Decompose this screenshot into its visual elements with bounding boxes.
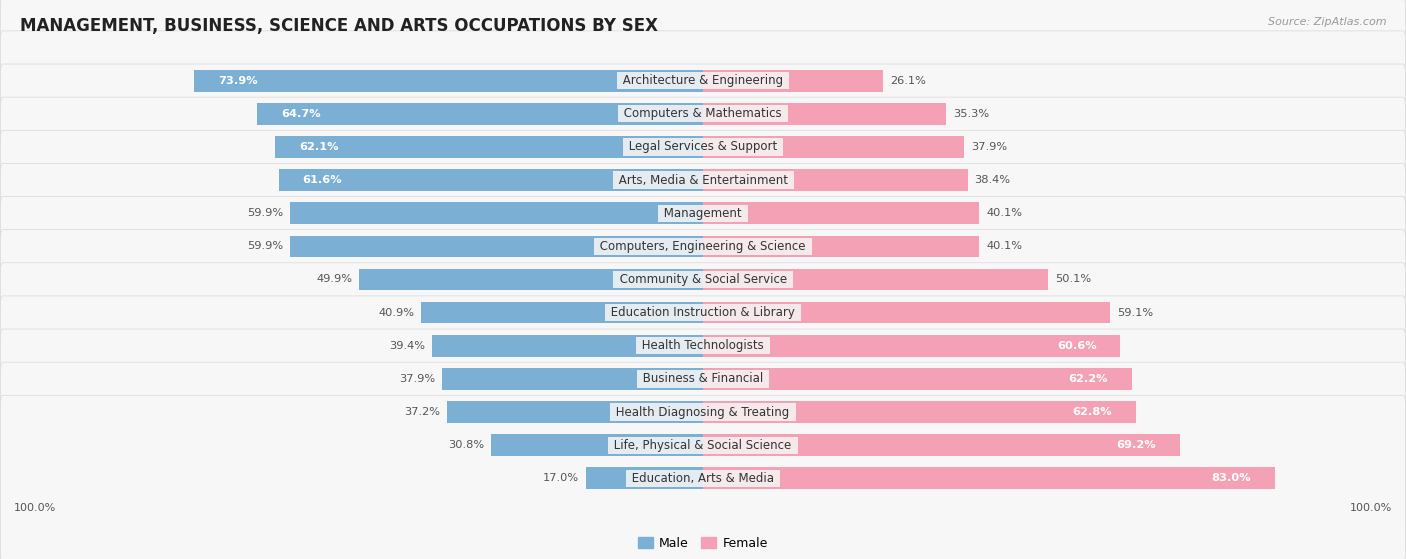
Text: 73.9%: 73.9% — [218, 75, 257, 86]
Text: 100.0%: 100.0% — [14, 503, 56, 513]
Text: 30.8%: 30.8% — [447, 440, 484, 450]
Text: 69.2%: 69.2% — [1116, 440, 1156, 450]
Bar — [422, 302, 703, 324]
FancyBboxPatch shape — [0, 230, 1406, 396]
Bar — [447, 401, 703, 423]
Text: Education Instruction & Library: Education Instruction & Library — [607, 306, 799, 319]
Text: Arts, Media & Entertainment: Arts, Media & Entertainment — [614, 174, 792, 187]
Bar — [441, 368, 703, 390]
Text: 37.2%: 37.2% — [404, 407, 440, 417]
Bar — [703, 103, 946, 125]
Bar — [586, 467, 703, 489]
Legend: Male, Female: Male, Female — [633, 532, 773, 555]
Text: Computers & Mathematics: Computers & Mathematics — [620, 107, 786, 120]
Text: Education, Arts & Media: Education, Arts & Media — [628, 472, 778, 485]
FancyBboxPatch shape — [0, 296, 1406, 462]
FancyBboxPatch shape — [0, 31, 1406, 197]
Text: Management: Management — [661, 207, 745, 220]
FancyBboxPatch shape — [0, 362, 1406, 528]
FancyBboxPatch shape — [0, 329, 1406, 495]
Text: MANAGEMENT, BUSINESS, SCIENCE AND ARTS OCCUPATIONS BY SEX: MANAGEMENT, BUSINESS, SCIENCE AND ARTS O… — [20, 17, 658, 35]
Text: 26.1%: 26.1% — [890, 75, 925, 86]
Text: 17.0%: 17.0% — [543, 473, 579, 484]
Bar — [359, 269, 703, 290]
Text: 35.3%: 35.3% — [953, 109, 990, 119]
Bar — [278, 169, 703, 191]
FancyBboxPatch shape — [0, 130, 1406, 296]
Bar — [276, 136, 703, 158]
FancyBboxPatch shape — [0, 0, 1406, 164]
Bar — [703, 335, 1121, 357]
Text: 62.8%: 62.8% — [1071, 407, 1112, 417]
Bar — [703, 368, 1132, 390]
FancyBboxPatch shape — [0, 197, 1406, 362]
Bar — [491, 434, 703, 456]
FancyBboxPatch shape — [0, 395, 1406, 559]
Bar — [703, 202, 979, 224]
Bar — [290, 202, 703, 224]
Text: 59.1%: 59.1% — [1116, 307, 1153, 318]
Text: 64.7%: 64.7% — [281, 109, 321, 119]
Bar — [290, 235, 703, 257]
Text: Business & Financial: Business & Financial — [638, 372, 768, 385]
Bar — [703, 269, 1047, 290]
Text: 40.1%: 40.1% — [986, 209, 1022, 218]
Text: Life, Physical & Social Science: Life, Physical & Social Science — [610, 439, 796, 452]
Text: 62.1%: 62.1% — [299, 142, 339, 152]
Text: Computers, Engineering & Science: Computers, Engineering & Science — [596, 240, 810, 253]
Text: Legal Services & Support: Legal Services & Support — [626, 140, 780, 154]
Text: Health Technologists: Health Technologists — [638, 339, 768, 352]
Text: 62.2%: 62.2% — [1069, 374, 1108, 384]
Bar — [703, 70, 883, 92]
Text: 37.9%: 37.9% — [399, 374, 434, 384]
Text: 83.0%: 83.0% — [1211, 473, 1251, 484]
Bar — [703, 467, 1275, 489]
Bar — [703, 401, 1136, 423]
Text: 40.9%: 40.9% — [378, 307, 415, 318]
Text: Source: ZipAtlas.com: Source: ZipAtlas.com — [1268, 17, 1386, 27]
Text: 39.4%: 39.4% — [388, 341, 425, 350]
Text: 59.9%: 59.9% — [247, 241, 284, 252]
Bar — [703, 235, 979, 257]
Bar — [703, 434, 1180, 456]
FancyBboxPatch shape — [0, 64, 1406, 230]
Text: 50.1%: 50.1% — [1054, 274, 1091, 285]
Text: Architecture & Engineering: Architecture & Engineering — [619, 74, 787, 87]
Text: 49.9%: 49.9% — [316, 274, 353, 285]
Text: Health Diagnosing & Treating: Health Diagnosing & Treating — [613, 405, 793, 419]
Bar — [194, 70, 703, 92]
FancyBboxPatch shape — [0, 263, 1406, 429]
FancyBboxPatch shape — [0, 97, 1406, 263]
Bar — [257, 103, 703, 125]
Text: 100.0%: 100.0% — [1350, 503, 1392, 513]
Bar — [703, 136, 965, 158]
FancyBboxPatch shape — [0, 163, 1406, 329]
Bar — [432, 335, 703, 357]
Text: 61.6%: 61.6% — [302, 175, 342, 185]
Text: 37.9%: 37.9% — [972, 142, 1007, 152]
Text: 38.4%: 38.4% — [974, 175, 1011, 185]
Bar — [703, 169, 967, 191]
Text: 40.1%: 40.1% — [986, 241, 1022, 252]
Text: 59.9%: 59.9% — [247, 209, 284, 218]
Text: 60.6%: 60.6% — [1057, 341, 1097, 350]
Text: Community & Social Service: Community & Social Service — [616, 273, 790, 286]
Bar — [703, 302, 1111, 324]
